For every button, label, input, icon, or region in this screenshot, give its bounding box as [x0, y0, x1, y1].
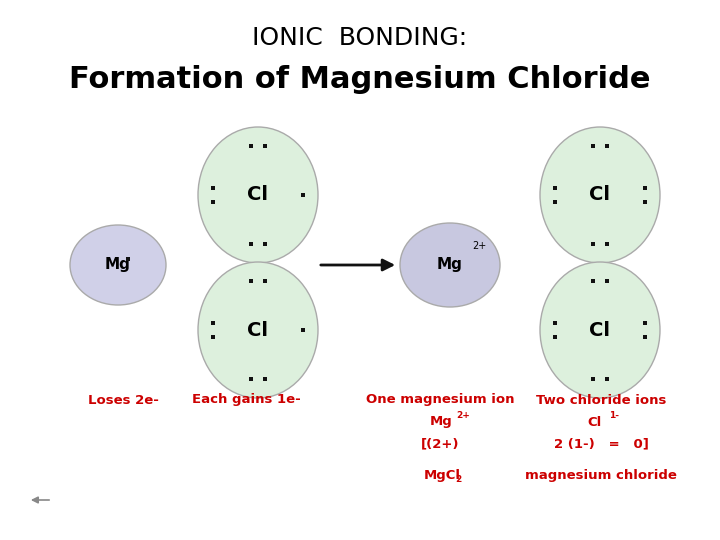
Text: 2: 2	[455, 476, 462, 484]
Text: Each gains 1e-: Each gains 1e-	[192, 394, 301, 407]
Text: [(2+): [(2+)	[420, 437, 459, 450]
Text: Loses 2e-: Loses 2e-	[88, 394, 159, 407]
Text: Mg: Mg	[430, 415, 453, 429]
Text: Formation of Magnesium Chloride: Formation of Magnesium Chloride	[69, 65, 651, 94]
Text: 2+: 2+	[472, 241, 487, 251]
Text: Cl: Cl	[587, 415, 601, 429]
Text: Cl: Cl	[590, 186, 611, 205]
Ellipse shape	[540, 127, 660, 263]
Text: MgCl: MgCl	[424, 469, 461, 483]
Ellipse shape	[198, 127, 318, 263]
Ellipse shape	[400, 223, 500, 307]
Text: 2+: 2+	[456, 410, 470, 420]
Text: Cl: Cl	[248, 321, 269, 340]
Text: 1-: 1-	[609, 410, 619, 420]
Text: One magnesium ion: One magnesium ion	[366, 394, 514, 407]
Ellipse shape	[540, 262, 660, 398]
Text: 2 (1-)   =   0]: 2 (1-) = 0]	[554, 437, 649, 450]
Text: IONIC  BONDING:: IONIC BONDING:	[253, 26, 467, 50]
Text: Mg: Mg	[437, 258, 463, 273]
Ellipse shape	[70, 225, 166, 305]
Ellipse shape	[198, 262, 318, 398]
Text: Cl: Cl	[590, 321, 611, 340]
Text: Two chloride ions: Two chloride ions	[536, 394, 666, 407]
Text: magnesium chloride: magnesium chloride	[525, 469, 677, 483]
Text: Mg: Mg	[105, 258, 131, 273]
Text: Cl: Cl	[248, 186, 269, 205]
